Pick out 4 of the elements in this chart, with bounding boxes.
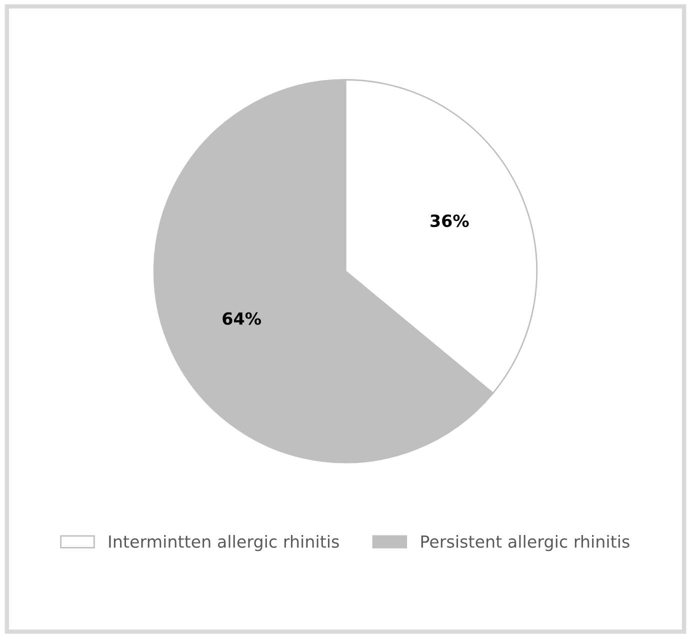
legend-label: Persistent allergic rhinitis bbox=[421, 534, 630, 552]
legend-label: Intermintten allergic rhinitis bbox=[109, 534, 339, 552]
data-label: 36% bbox=[430, 214, 469, 228]
data-label: 64% bbox=[222, 312, 262, 325]
